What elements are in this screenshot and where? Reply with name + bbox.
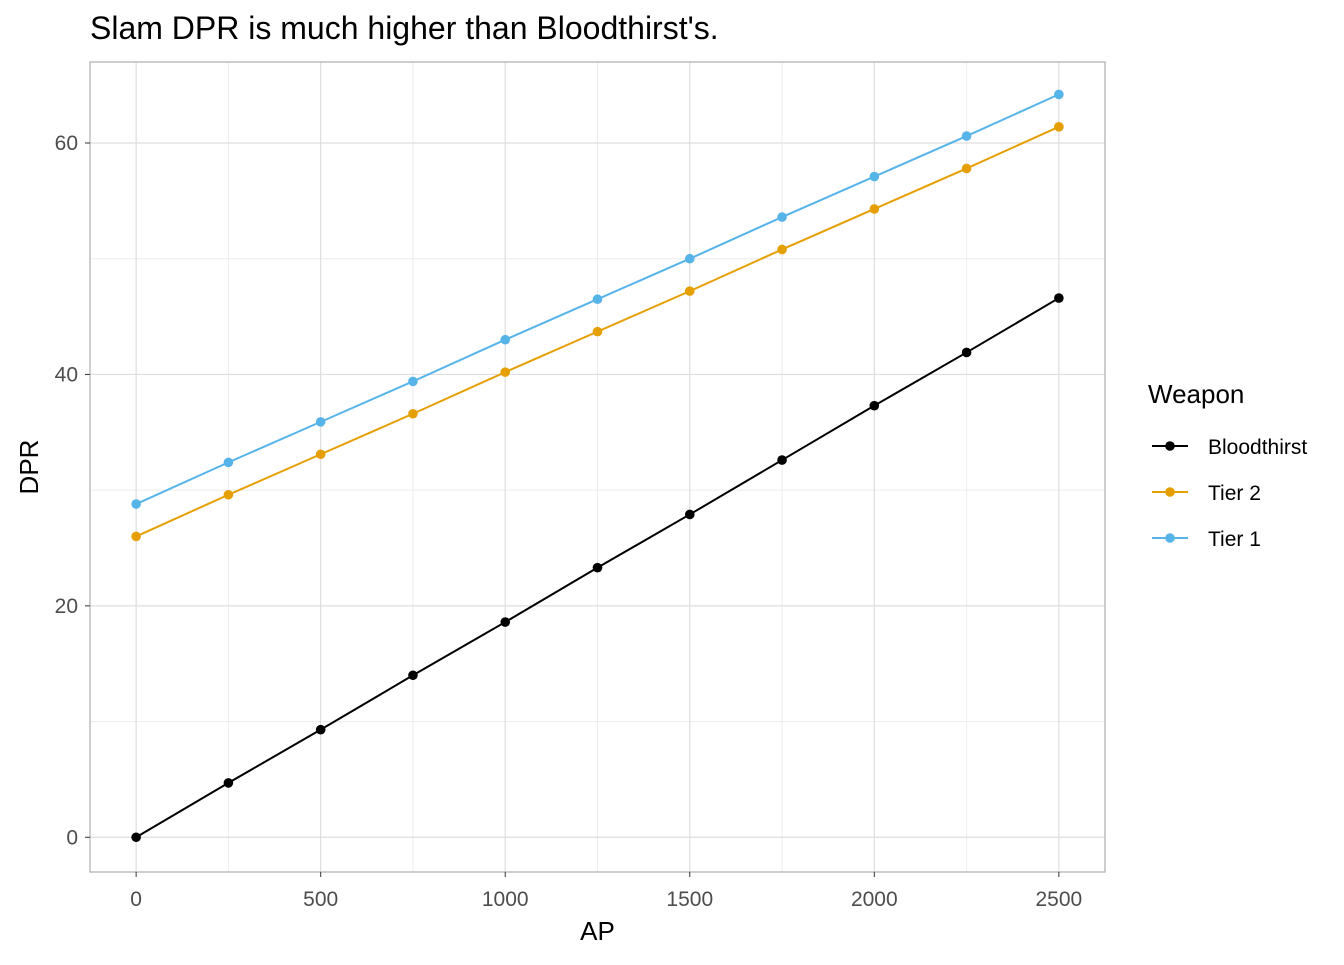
legend-label: Tier 2	[1208, 482, 1261, 505]
y-tick-label: 60	[55, 132, 78, 155]
data-point-tier-1	[408, 376, 418, 387]
data-point-tier-1	[500, 334, 511, 345]
y-tick-label: 20	[55, 595, 78, 618]
data-point-bloodthirst	[223, 778, 234, 788]
data-point-tier-2	[869, 204, 880, 214]
data-point-bloodthirst	[131, 832, 141, 843]
data-point-tier-2	[315, 449, 326, 460]
data-point-tier-1	[592, 294, 603, 305]
x-tick-label: 2500	[1036, 888, 1083, 911]
x-axis-title: AP	[580, 916, 615, 946]
y-tick-label: 0	[66, 826, 78, 849]
data-point-tier-1	[684, 253, 695, 264]
x-tick-label: 2000	[851, 888, 898, 911]
x-tick-label: 1500	[666, 888, 713, 911]
data-point-bloodthirst	[500, 617, 511, 627]
legend-key-point	[1165, 487, 1175, 497]
legend-label: Tier 1	[1208, 528, 1261, 551]
data-point-tier-2	[223, 489, 234, 500]
data-point-tier-1	[1054, 89, 1064, 100]
data-point-tier-1	[777, 212, 787, 222]
legend-key-point	[1165, 533, 1175, 543]
data-point-bloodthirst	[684, 509, 695, 520]
x-tick-label: 0	[130, 888, 142, 911]
data-point-tier-2	[777, 244, 787, 255]
legend-label: Bloodthirst	[1208, 436, 1307, 459]
data-point-tier-1	[131, 499, 141, 509]
y-axis-title: DPR	[14, 440, 44, 495]
data-point-bloodthirst	[869, 400, 880, 411]
data-point-tier-2	[131, 531, 141, 542]
y-tick-label: 40	[55, 363, 78, 386]
data-point-bloodthirst	[315, 724, 326, 735]
data-point-tier-1	[869, 171, 880, 182]
data-point-tier-2	[1054, 122, 1064, 132]
legend-key-point	[1165, 441, 1175, 451]
legend-title: Weapon	[1148, 379, 1244, 409]
data-point-tier-2	[592, 326, 603, 337]
data-point-bloodthirst	[592, 562, 603, 573]
data-point-tier-1	[315, 417, 326, 427]
x-tick-label: 500	[303, 888, 338, 911]
x-tick-label: 1000	[482, 888, 529, 911]
panel-border	[89, 61, 1106, 873]
data-point-bloodthirst	[408, 670, 418, 681]
data-point-tier-2	[408, 408, 418, 419]
data-point-tier-1	[961, 131, 972, 141]
data-point-tier-1	[223, 457, 234, 468]
data-point-tier-2	[500, 367, 511, 377]
data-point-tier-2	[961, 163, 972, 174]
chart-title: Slam DPR is much higher than Bloodthirst…	[90, 10, 719, 46]
data-point-bloodthirst	[961, 347, 972, 358]
data-point-bloodthirst	[777, 455, 787, 465]
data-point-tier-2	[684, 286, 695, 296]
data-point-bloodthirst	[1054, 293, 1064, 303]
